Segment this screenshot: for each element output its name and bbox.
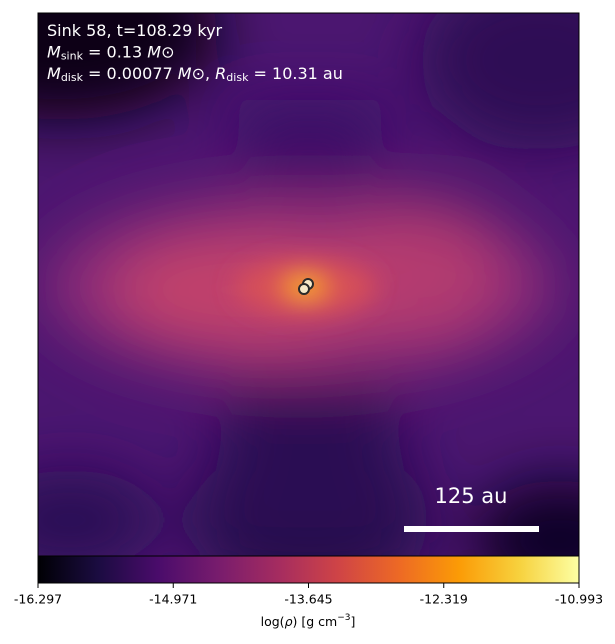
colorbar-label-part: −3 xyxy=(337,613,350,623)
colorbar-label-part: ρ xyxy=(285,614,293,629)
colorbar xyxy=(37,555,580,584)
annotation-part: = 0.13 xyxy=(83,42,147,61)
colorbar-tick-label: -14.971 xyxy=(149,592,197,607)
density-map xyxy=(38,13,579,556)
annotation-part: disk xyxy=(226,71,249,84)
annotation-part: M xyxy=(47,42,61,61)
annotation-part: ⊙ xyxy=(161,42,174,61)
annotation-part: , xyxy=(205,64,215,83)
annotation: Msink = 0.13 M⊙ xyxy=(47,42,174,63)
annotation: Mdisk = 0.00077 M⊙, Rdisk = 10.31 au xyxy=(47,64,343,85)
annotation-part: M xyxy=(178,64,192,83)
colorbar-tick-label: -13.645 xyxy=(284,592,332,607)
annotation: Sink 58, t=108.29 kyr xyxy=(47,21,223,40)
colorbar-label-part: ] xyxy=(350,614,355,629)
annotation-part: sink xyxy=(61,50,84,63)
colorbar-label-part: log( xyxy=(261,614,285,629)
colorbar-tick-label: -12.319 xyxy=(420,592,468,607)
colorbar-tick-label: -10.993 xyxy=(555,592,603,607)
annotation-part: M xyxy=(147,42,161,61)
annotation-part: R xyxy=(215,64,226,83)
colorbar-tick-label: -16.297 xyxy=(14,592,62,607)
annotation-part: = 0.00077 xyxy=(83,64,178,83)
colorbar-label-part: ) [g cm xyxy=(293,614,338,629)
annotation-part: Sink 58, t=108.29 kyr xyxy=(47,21,223,40)
annotation-part: M xyxy=(47,64,61,83)
annotation-part: disk xyxy=(61,71,84,84)
annotation-part: = 10.31 au xyxy=(248,64,342,83)
sink-marker xyxy=(298,283,310,295)
colorbar-label: log(ρ) [g cm−3] xyxy=(261,613,356,629)
annotation-part: ⊙ xyxy=(192,64,205,83)
scale-bar-label: 125 au xyxy=(435,484,508,508)
